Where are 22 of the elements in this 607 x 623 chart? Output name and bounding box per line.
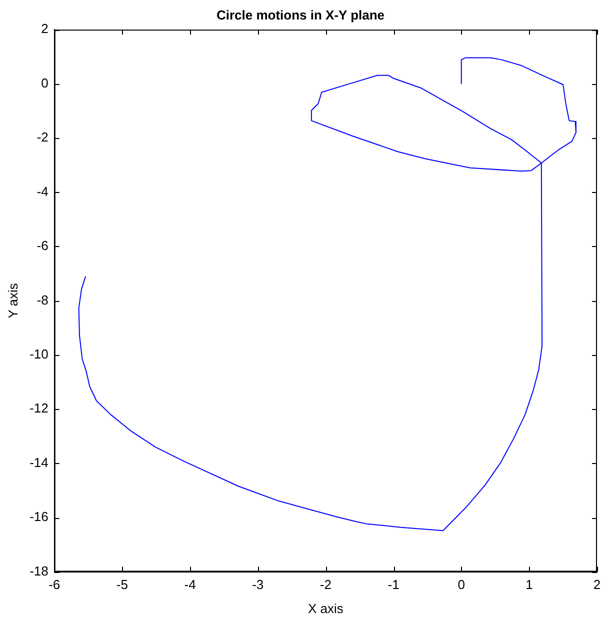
y-tick-label: 0: [41, 75, 48, 90]
y-tick-label: 2: [41, 21, 48, 36]
x-tick-label: 0: [458, 577, 465, 592]
y-tick-label: -4: [36, 184, 48, 199]
x-axis-title: X axis: [308, 600, 344, 616]
x-tick-label: -5: [116, 577, 128, 592]
x-tick-label: 2: [593, 577, 601, 592]
x-tick-label: 1: [526, 577, 533, 592]
y-tick-label: -16: [30, 509, 48, 524]
x-tick-label: -4: [184, 577, 196, 592]
chart-title: Circle motions in X-Y plane: [216, 7, 385, 22]
x-tick-label: -1: [388, 577, 400, 592]
x-tick-label: -3: [252, 577, 264, 592]
y-tick-label: -14: [30, 454, 48, 470]
y-tick-label: -2: [36, 130, 48, 145]
y-tick-label: -6: [36, 238, 48, 254]
y-axis-title: Y axis: [5, 282, 20, 318]
x-tick-label: -2: [320, 577, 332, 592]
y-tick-label: -10: [30, 346, 48, 362]
y-tick-label: -8: [36, 292, 48, 308]
y-tick-label: -18: [30, 563, 48, 578]
y-tick-label: -12: [30, 400, 48, 416]
